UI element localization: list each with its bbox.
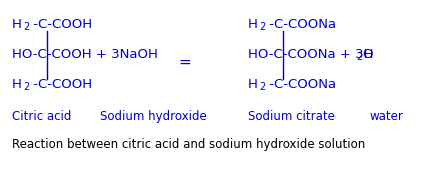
Text: 2: 2 (356, 52, 362, 62)
Text: -C-COONa: -C-COONa (265, 18, 336, 31)
Text: -C-COONa: -C-COONa (265, 78, 336, 91)
Text: 2: 2 (23, 82, 29, 92)
Text: Sodium citrate: Sodium citrate (248, 110, 335, 123)
Text: H: H (12, 78, 22, 91)
Text: H: H (12, 18, 22, 31)
Text: 2: 2 (23, 22, 29, 32)
Text: HO-C-COONa + 3H: HO-C-COONa + 3H (248, 48, 373, 61)
Text: Sodium hydroxide: Sodium hydroxide (100, 110, 207, 123)
Text: H: H (248, 78, 258, 91)
Text: HO-C-COOH + 3NaOH: HO-C-COOH + 3NaOH (12, 48, 158, 61)
Text: 2: 2 (259, 82, 265, 92)
Text: Citric acid: Citric acid (12, 110, 71, 123)
Text: -C-COOH: -C-COOH (29, 78, 92, 91)
Text: O: O (362, 48, 372, 61)
Text: =: = (178, 55, 191, 70)
Text: -C-COOH: -C-COOH (29, 18, 92, 31)
Text: H: H (248, 18, 258, 31)
Text: 2: 2 (259, 22, 265, 32)
Text: water: water (370, 110, 404, 123)
Text: Reaction between citric acid and sodium hydroxide solution: Reaction between citric acid and sodium … (12, 138, 365, 151)
